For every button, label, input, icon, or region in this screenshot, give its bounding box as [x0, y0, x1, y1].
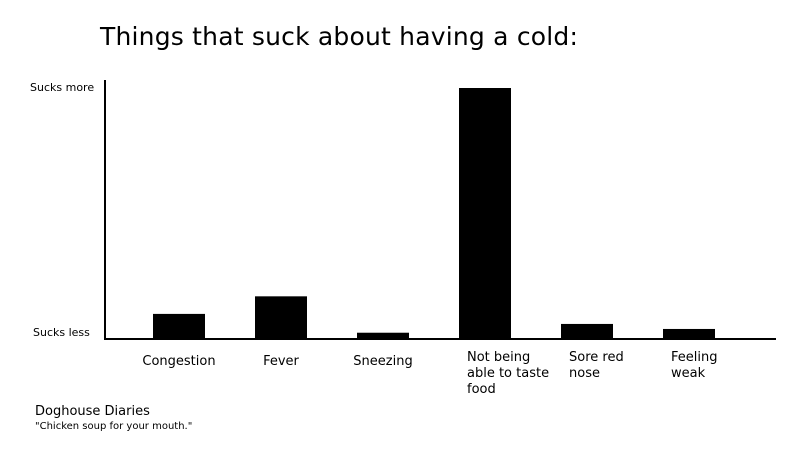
x-tick-label-line: Sneezing — [353, 354, 413, 369]
bar-sore-red-nose — [561, 323, 613, 339]
x-tick-label-line: Sore red — [569, 350, 624, 365]
y-axis-bottom-label: Sucks less — [33, 326, 90, 339]
x-tick-label-line: nose — [569, 366, 600, 381]
credit-text: Doghouse Diaries — [35, 404, 150, 419]
bar-congestion — [153, 313, 205, 339]
x-tick-label-congestion: Congestion — [129, 354, 229, 370]
bar-sneezing — [357, 332, 409, 339]
bar-not-being-able-to-taste-food — [459, 88, 511, 339]
x-tick-label-sore-red-nose: Sore red nose — [569, 350, 624, 382]
chart-title: Things that suck about having a cold: — [100, 22, 579, 51]
x-tick-label-line: able to taste — [467, 366, 550, 381]
y-axis-top-label: Sucks more — [30, 81, 95, 94]
x-tick-label-not-being-able-to-taste-food: Not being able to taste food — [467, 350, 549, 398]
x-tick-label-line: Feeling — [671, 350, 718, 365]
x-tick-label-line: Not being — [467, 350, 531, 365]
x-tick-label-line: food — [467, 382, 496, 397]
bar-feeling-weak — [663, 328, 715, 339]
x-tick-label-line: Fever — [263, 354, 299, 369]
bar-fever — [255, 296, 307, 339]
x-tick-label-line: weak — [671, 366, 706, 381]
x-tick-label-fever: Fever — [231, 354, 331, 370]
tagline-text: "Chicken soup for your mouth." — [35, 421, 193, 432]
x-tick-label-sneezing: Sneezing — [333, 354, 433, 370]
x-tick-label-line: Congestion — [142, 354, 216, 369]
x-tick-label-feeling-weak: Feeling weak — [671, 350, 717, 382]
